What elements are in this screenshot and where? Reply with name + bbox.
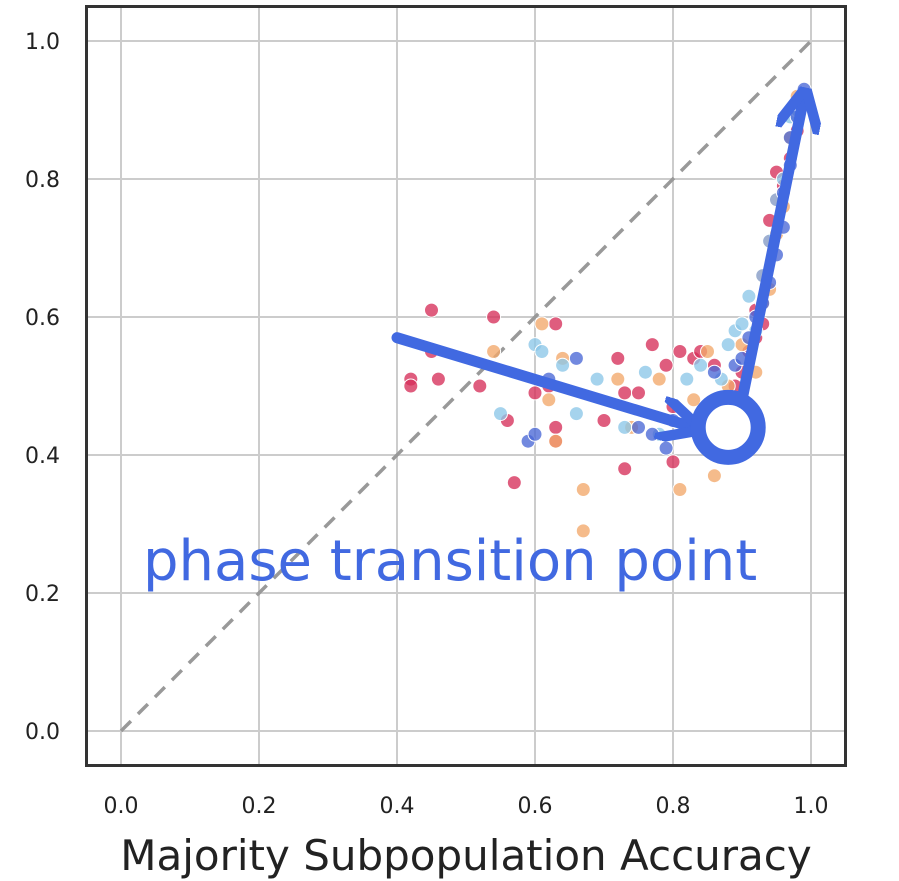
scatter-point — [637, 364, 653, 380]
scatter-point — [631, 385, 646, 401]
scatter-point — [617, 461, 633, 477]
scatter-point — [734, 316, 750, 332]
diagonal-dashed-line — [119, 39, 813, 733]
scatter-point — [672, 344, 688, 359]
x-tick-label: 0.0 — [104, 794, 139, 819]
scatter-point — [575, 523, 591, 539]
scatter-point — [486, 309, 502, 325]
y-tick-label: 0.4 — [25, 444, 60, 469]
y-tick-label: 0.0 — [25, 720, 60, 745]
scatter-point — [679, 371, 695, 387]
scatter-point — [534, 316, 550, 332]
scatter-point — [706, 364, 722, 380]
scatter-point — [548, 419, 564, 435]
scatter-point — [589, 371, 605, 387]
x-axis-label: Majority Subpopulation Accuracy — [120, 831, 811, 880]
x-tick-label: 0.6 — [518, 794, 553, 819]
trend-arrow — [736, 96, 804, 406]
x-tick-label: 1.0 — [794, 794, 829, 819]
y-tick-label: 1.0 — [25, 30, 60, 55]
scatter-point — [665, 399, 681, 415]
scatter-point — [472, 378, 488, 394]
x-tick-label: 0.8 — [656, 794, 691, 819]
scatter-point — [568, 350, 584, 366]
scatter-point — [506, 475, 522, 491]
scatter-point — [644, 337, 660, 353]
diagonal-reference-line — [119, 39, 813, 733]
scatter-point — [658, 357, 674, 373]
scatter-point — [610, 350, 626, 366]
x-tick-label: 0.2 — [242, 794, 277, 819]
scatter-point — [610, 371, 626, 387]
x-tick-label: 0.4 — [380, 794, 415, 819]
scatter-point — [486, 344, 502, 359]
y-tick-label: 0.6 — [25, 306, 60, 331]
scatter-point — [720, 337, 736, 353]
scatter-point — [706, 468, 722, 484]
scatter-point — [631, 419, 646, 435]
scatter-point — [596, 413, 612, 428]
scatter-point — [575, 482, 591, 497]
plot-frame — [85, 5, 847, 767]
scatter-point — [644, 426, 660, 442]
scatter-point — [430, 371, 446, 387]
scatter-point — [493, 406, 508, 422]
scatter-point — [541, 392, 557, 408]
scatter-point — [672, 482, 688, 497]
scatter-point — [548, 433, 564, 449]
y-tick-label: 0.8 — [25, 168, 60, 193]
scatter-point — [548, 316, 564, 332]
annotation-text: phase transition point — [143, 529, 757, 594]
scatter-point — [693, 357, 709, 373]
data-points — [403, 81, 812, 539]
scatter-point — [658, 440, 674, 456]
y-tick-labels: 0.0 0.2 0.4 0.6 0.8 1.0 — [25, 30, 60, 745]
trend-arrow — [391, 332, 694, 428]
y-tick-label: 0.2 — [25, 582, 60, 607]
scatter-point — [700, 344, 715, 359]
scatter-point — [741, 288, 757, 304]
scatter-point — [534, 344, 550, 359]
scatter-point — [555, 357, 571, 373]
phase-transition-marker — [690, 389, 766, 465]
x-tick-labels: 0.0 0.2 0.4 0.6 0.8 1.0 — [104, 794, 829, 819]
scatter-point — [617, 419, 633, 435]
scatter-point — [665, 454, 681, 470]
scatter-point — [617, 385, 633, 401]
scatter-point — [527, 426, 543, 442]
scatter-point — [651, 371, 667, 387]
phase-transition-annotation — [391, 96, 804, 465]
scatter-point — [424, 302, 439, 318]
scatter-point — [527, 385, 543, 401]
scatter-point — [403, 378, 419, 394]
scatter-point — [568, 406, 584, 422]
